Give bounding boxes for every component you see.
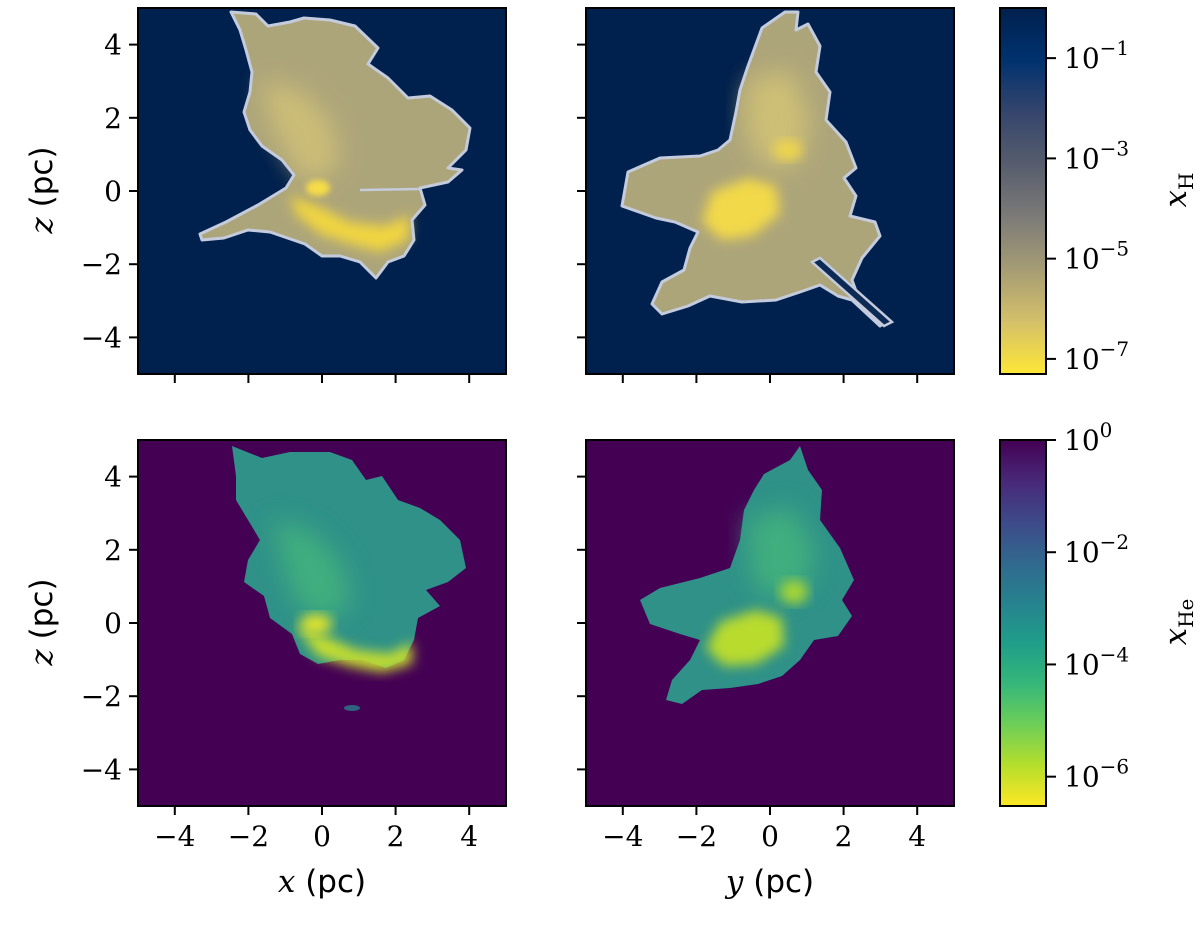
- ionized-region-top-left-inner-line: [359, 187, 421, 192]
- colorbar-top-tick-label-2: 10−5: [1064, 237, 1129, 276]
- y-tick-label-2-2: 0: [104, 607, 122, 640]
- colorbar-bottom-tick-label-1: 10−2: [1064, 530, 1129, 569]
- colorbar-top-tick-label-0: 10−1: [1064, 36, 1129, 75]
- helium-region-bottom-right-fill: [640, 446, 854, 704]
- x-tick-label-3-1: −2: [676, 820, 717, 853]
- helium-region-bottom-left-core: [296, 626, 412, 672]
- ionized-region-top-right-contour: [620, 10, 888, 328]
- y-tick-label-2-4: −4: [81, 753, 122, 786]
- helium-region-bottom-left-mid: [272, 520, 352, 620]
- helium-region-bottom-left-fill: [232, 446, 466, 668]
- ionized-region-top-right-jet-contour: [809, 256, 895, 328]
- ionized-region-top-left-core: [290, 196, 410, 252]
- ylabel-bottom-left: z (pc): [24, 578, 60, 666]
- x-tick-label-2-2: 0: [313, 820, 331, 853]
- x-tick-label-2-3: 2: [387, 820, 405, 853]
- colorbar-bottom-tick-label-0: 100: [1064, 418, 1112, 457]
- helium-region-bottom-right-core-spot: [780, 580, 808, 604]
- y-tick-label-0-1: 2: [104, 102, 122, 135]
- ionized-region-top-right-core-spot: [774, 140, 802, 160]
- x-tick-label-2-4: 4: [460, 820, 478, 853]
- ylabel-top-left: z (pc): [24, 146, 60, 234]
- ionized-region-top-left-contour: [198, 10, 472, 280]
- ionized-region-top-left-highlight: [262, 80, 340, 180]
- region-bottom-left: [232, 446, 466, 711]
- xlabel-bottom-left: x (pc): [278, 864, 366, 900]
- colorbar-ticks: 10−1 10−3 10−5 10−7 100 10−2 10−4 10−6: [1046, 36, 1129, 794]
- colorbar-bottom-tick-label-3: 10−6: [1064, 755, 1129, 794]
- colorbar-top: [999, 7, 1047, 375]
- y-tick-label-0-2: 0: [104, 175, 122, 208]
- region-bottom-right: [640, 446, 854, 704]
- y-tick-label-0-0: 4: [104, 29, 122, 62]
- helium-region-bottom-right-core: [706, 610, 784, 666]
- colorbar-top-tick-label-3: 10−7: [1064, 337, 1129, 376]
- ionized-region-top-right-fill: [622, 12, 886, 326]
- x-tick-label-3-0: −4: [602, 820, 643, 853]
- ionized-region-top-left-core-spot: [306, 180, 330, 196]
- region-top-right: [620, 10, 895, 328]
- colorbar-bottom-tick-label-2: 10−4: [1064, 642, 1129, 681]
- colorbar-top-label: xH: [1158, 173, 1198, 208]
- x-tick-label-2-0: −4: [154, 820, 195, 853]
- x-tick-label-3-4: 4: [908, 820, 926, 853]
- colorbar-top-tick-label-1: 10−3: [1064, 136, 1129, 175]
- colorbar-bottom-label: xHe: [1158, 599, 1198, 646]
- helium-region-bottom-left-speck: [344, 705, 360, 711]
- y-tick-label-0-4: −4: [81, 321, 122, 354]
- x-tick-label-3-2: 0: [761, 820, 779, 853]
- y-tick-label-2-3: −2: [81, 680, 122, 713]
- y-tick-label-2-1: 2: [104, 534, 122, 567]
- helium-region-bottom-left-core-spot: [300, 614, 332, 634]
- colorbar-bottom: [999, 439, 1047, 807]
- x-tick-label-2-1: −2: [228, 820, 269, 853]
- axis-ticks: 4 2 0 −2 −4 −4 −2 0 2 4 4 2 0 −2 −4 −4 −2 0 2 4: [81, 29, 926, 853]
- x-tick-label-3-3: 2: [835, 820, 853, 853]
- y-tick-label-2-0: 4: [104, 461, 122, 494]
- region-top-left: [198, 10, 472, 280]
- helium-region-bottom-right-mid: [748, 506, 816, 600]
- ionized-region-top-right-core: [702, 178, 780, 240]
- xlabel-bottom-right: y (pc): [724, 864, 814, 900]
- y-tick-label-0-3: −2: [81, 248, 122, 281]
